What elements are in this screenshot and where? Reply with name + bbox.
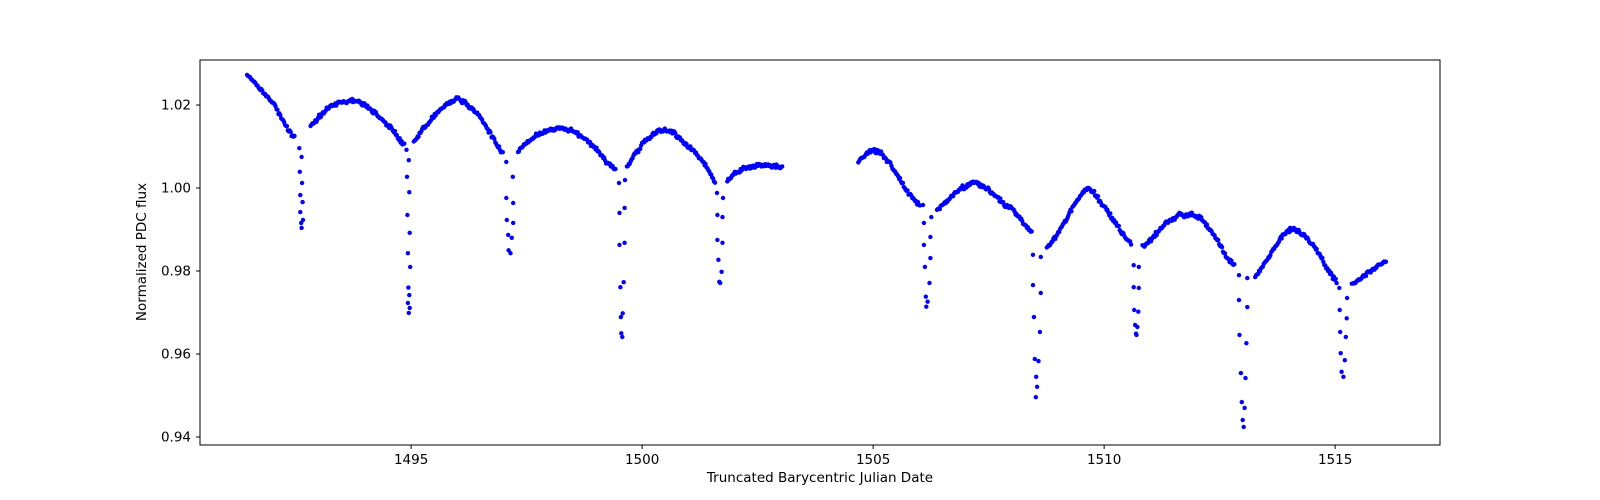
y-axis-label: Normalized PDC flux bbox=[134, 183, 150, 321]
plot-border bbox=[199, 59, 1441, 446]
x-axis-label: Truncated Barycentric Julian Date bbox=[706, 470, 933, 486]
x-tick-label: 1500 bbox=[625, 452, 659, 468]
x-tick-label: 1505 bbox=[856, 452, 890, 468]
y-tick-label: 0.94 bbox=[161, 429, 191, 445]
axis-ticks: 1495 1500 1505 1510 1515 0.94 0.96 0.98 1.00 1.02 bbox=[161, 98, 1352, 468]
y-tick-label: 0.96 bbox=[161, 346, 191, 362]
y-tick-label: 1.00 bbox=[161, 181, 191, 197]
y-tick-label: 0.98 bbox=[161, 264, 191, 280]
x-tick-label: 1510 bbox=[1087, 452, 1121, 468]
x-tick-label: 1515 bbox=[1318, 452, 1352, 468]
x-tick-label: 1495 bbox=[394, 452, 428, 468]
flux-data-points bbox=[244, 72, 1389, 430]
y-tick-label: 1.02 bbox=[161, 98, 191, 114]
